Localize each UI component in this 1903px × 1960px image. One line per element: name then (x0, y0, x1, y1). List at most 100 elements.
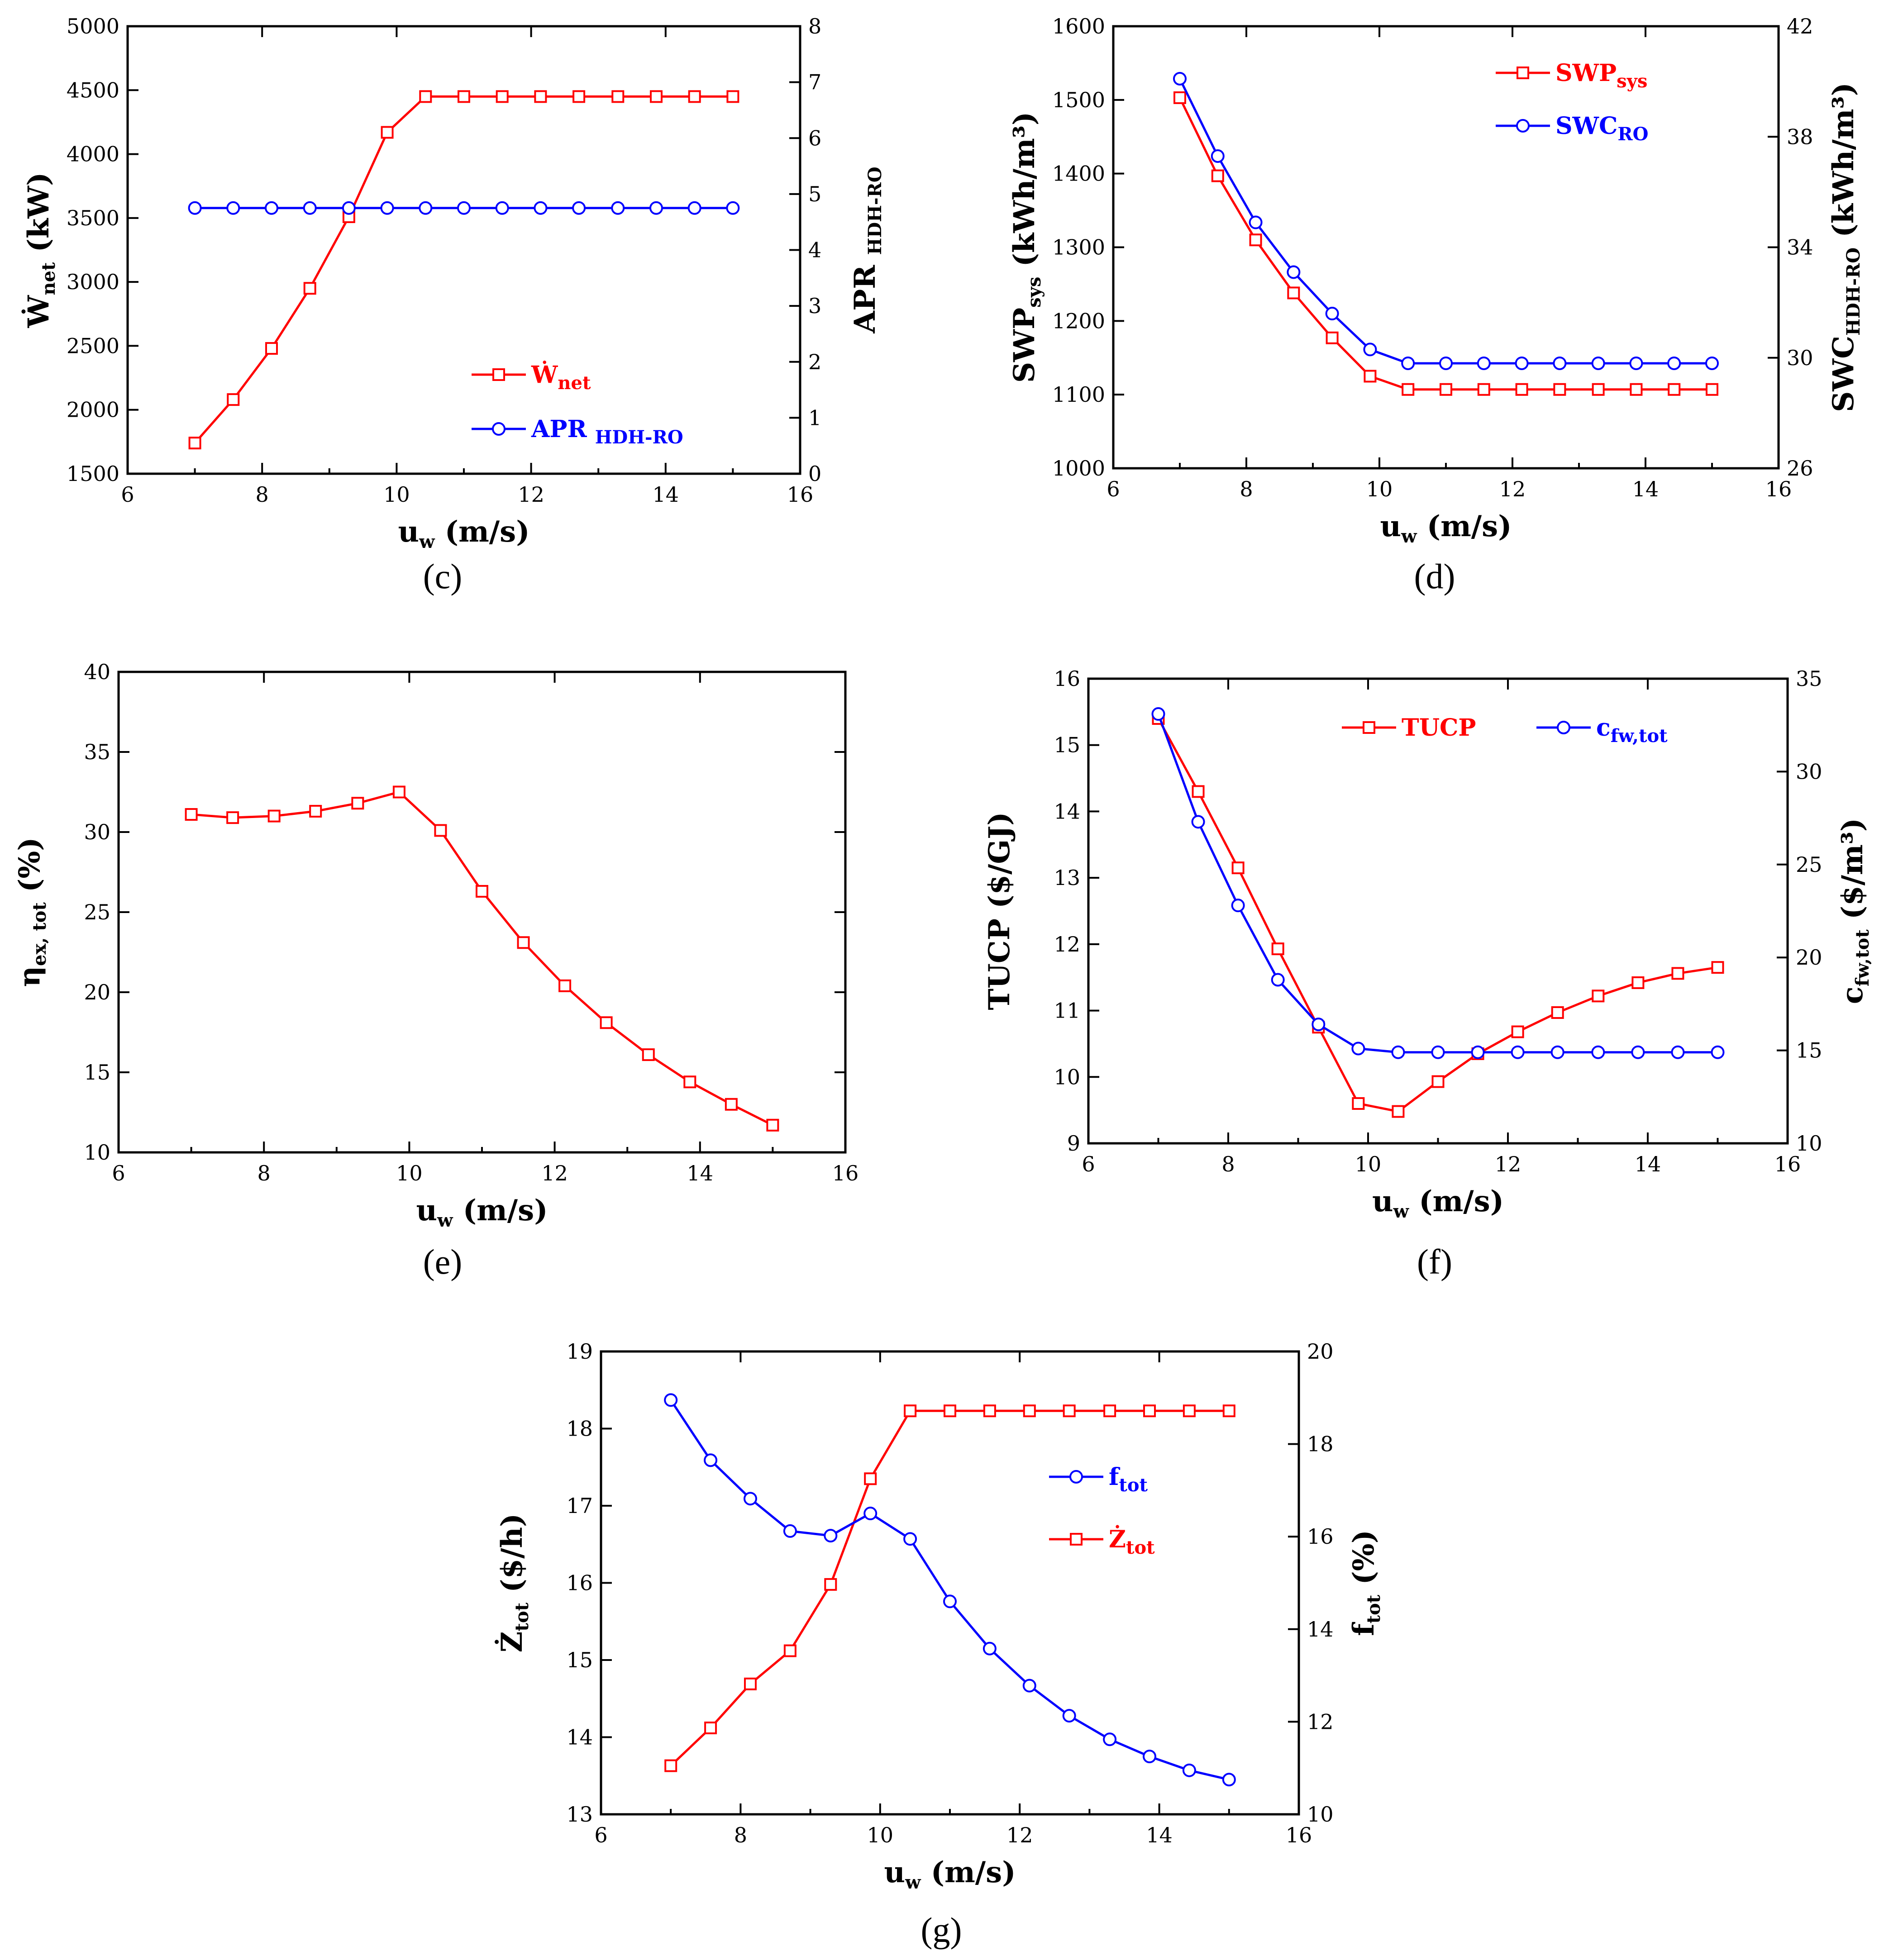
data-point-d-0 (1326, 331, 1339, 344)
y-tick-label-f: 9 (1067, 1131, 1080, 1156)
panel-caption-c: (c) (423, 557, 463, 596)
data-point-g-1 (1062, 1709, 1076, 1723)
data-point-c-0 (188, 437, 201, 450)
legend-label-d-1: SWCRO (1555, 112, 1648, 145)
plot-frame-d (1112, 25, 1780, 470)
data-point-c-0 (381, 126, 394, 139)
legend-label-sub: net (558, 372, 591, 394)
data-point-e-0 (766, 1118, 779, 1132)
legend-label-main: SWP (1555, 59, 1617, 87)
data-point-f-1 (1391, 1045, 1405, 1059)
y2-tick-label-c: 0 (808, 461, 821, 486)
data-point-c-0 (572, 90, 586, 103)
series-line-g-0 (670, 1409, 1229, 1767)
data-point-f-0 (1711, 961, 1724, 974)
x-tick-label-e: 12 (541, 1161, 568, 1185)
y2-axis-label-c: APR HDH-RO (848, 167, 886, 333)
series-line-g-1 (670, 1399, 1230, 1781)
x-axis-label-c-main: u (398, 515, 420, 549)
x-tick-label-g: 16 (1286, 1823, 1312, 1847)
data-point-d-0 (1515, 383, 1528, 396)
data-point-f-0 (1431, 1075, 1445, 1088)
x-tick-label-c: 6 (121, 482, 134, 507)
data-point-f-0 (1231, 861, 1245, 875)
y-tick-label-d: 1200 (1052, 309, 1105, 333)
data-point-f-0 (1551, 1006, 1564, 1019)
data-point-d-0 (1211, 169, 1224, 182)
y2-axis-label-f: cfw,tot ($/m³) (1836, 818, 1873, 1004)
y2-axis-label-g: ftot (%) (1347, 1530, 1384, 1636)
x-tick-label-g: 14 (1146, 1823, 1173, 1847)
data-point-d-1 (1553, 356, 1567, 370)
y-tick-label-d: 1000 (1052, 456, 1105, 480)
data-point-g-1 (863, 1507, 878, 1521)
y2-axis-label-d-rest: (kWh/m³) (1827, 82, 1860, 247)
data-point-g-1 (903, 1532, 917, 1546)
data-point-e-0 (642, 1048, 655, 1061)
data-point-d-1 (1667, 356, 1681, 370)
data-point-f-1 (1511, 1045, 1525, 1059)
x-axis-label-d-main: u (1380, 509, 1402, 543)
data-point-f-1 (1471, 1045, 1485, 1059)
y2-axis-label-c-sub: HDH-RO (864, 167, 886, 255)
data-point-e-0 (600, 1016, 613, 1029)
y2-tick-label-g: 18 (1307, 1432, 1334, 1456)
data-point-g-0 (744, 1677, 757, 1690)
legend-label-main: Ż (1109, 1525, 1126, 1553)
data-point-g-1 (704, 1453, 718, 1467)
x-tick-label-c: 8 (256, 482, 269, 507)
data-point-f-0 (1671, 967, 1684, 980)
data-point-d-1 (1211, 149, 1225, 163)
legend-marker-g-1 (1069, 1470, 1083, 1484)
y-axis-label-e-sub: ex, tot (29, 902, 50, 966)
x-axis-label-e-rest: (m/s) (453, 1194, 548, 1227)
data-point-f-1 (1151, 707, 1165, 721)
legend-label-main: c (1596, 714, 1611, 742)
legend-label-sub: HDH-RO (595, 427, 683, 448)
y-axis-label-c-rest: (kW) (22, 172, 56, 262)
y2-tick-label-c: 4 (808, 238, 821, 262)
data-point-g-1 (783, 1524, 797, 1538)
x-axis-label-f-sub: w (1393, 1201, 1410, 1222)
data-point-d-0 (1364, 370, 1377, 383)
y-tick-label-e: 40 (84, 660, 110, 684)
data-point-c-0 (419, 90, 432, 103)
x-tick-label-g: 10 (867, 1823, 894, 1847)
y2-tick-label-c: 3 (808, 294, 821, 318)
x-tick-label-e: 16 (832, 1161, 859, 1185)
y2-tick-label-g: 16 (1307, 1524, 1334, 1549)
legend-label-f-0: TUCP (1402, 714, 1476, 742)
y-tick-label-d: 1400 (1052, 162, 1105, 186)
y-tick-label-c: 4500 (67, 78, 119, 102)
data-point-d-1 (1325, 307, 1339, 321)
panel-caption-g: (g) (921, 1910, 962, 1950)
legend-label-sub: tot (1119, 1475, 1148, 1496)
chart-panel-g: 6 8 10 12 14 16 13 14 15 16 17 18 19 10 12 14 16 18 20 uw (… (495, 1339, 1384, 1950)
y2-tick-label-g: 10 (1307, 1802, 1334, 1827)
y-tick-label-f: 13 (1054, 866, 1080, 890)
y2-tick-label-g: 14 (1307, 1617, 1334, 1641)
data-point-c-1 (419, 201, 433, 215)
x-axis-label-e: uw (m/s) (416, 1194, 548, 1231)
chart-panel-d: 6 8 10 12 14 16 1000 1100 1200 1300 1400 1500 1600 26… (1007, 14, 1864, 596)
x-tick-label-e: 6 (112, 1161, 125, 1185)
data-point-d-1 (1401, 356, 1415, 370)
legend-label-sub: sys (1617, 71, 1647, 92)
legend-label-sub: RO (1617, 124, 1648, 145)
data-point-g-1 (824, 1529, 838, 1543)
x-axis-label-g: uw (m/s) (884, 1855, 1016, 1893)
data-point-c-0 (611, 90, 625, 103)
x-tick-label-c: 12 (518, 482, 544, 507)
x-axis-label-d-rest: (m/s) (1417, 509, 1512, 543)
legend-label-c-0: Ẇnet (531, 360, 591, 394)
legend-marker-f-1 (1557, 721, 1570, 734)
legend-marker-d-1 (1516, 119, 1530, 133)
x-tick-label-d: 10 (1366, 477, 1393, 501)
data-point-c-0 (726, 90, 739, 103)
data-point-g-0 (944, 1404, 956, 1418)
y-axis-label-g-sub: tot (511, 1602, 533, 1631)
y2-tick-label-f: 35 (1796, 666, 1822, 691)
data-point-d-1 (1477, 356, 1491, 370)
data-point-c-1 (265, 201, 279, 215)
panel-caption-f: (f) (1417, 1242, 1452, 1281)
